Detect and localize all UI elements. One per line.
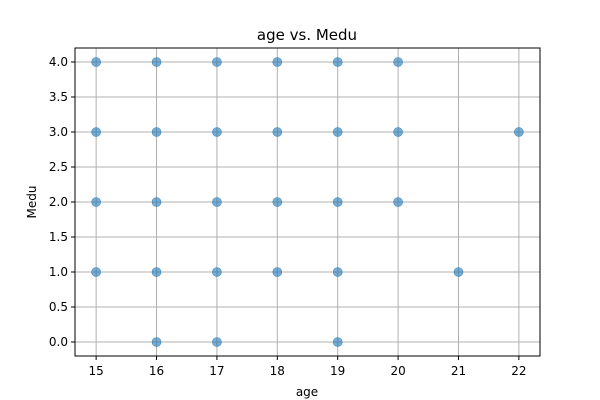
chart-title: age vs. Medu [257,26,357,44]
x-tick-label: 19 [330,364,345,378]
data-point [212,197,222,207]
data-point [272,197,283,207]
grid [75,48,540,356]
data-point [272,127,283,137]
data-point [212,57,222,67]
y-tick-label: 3.0 [49,125,68,139]
data-point [272,267,283,277]
y-axis-ticks: 0.0 0.5 1.0 1.5 2.0 2.5 3.0 3.5 4.0 [49,55,75,349]
y-tick-label: 0.0 [49,335,68,349]
data-point [272,57,283,67]
data-point [151,197,162,207]
data-point [91,267,101,277]
x-tick-label: 21 [451,364,466,378]
data-point [332,337,343,347]
data-point [91,57,101,67]
data-point [393,127,403,137]
data-point [514,127,524,137]
data-point [91,127,101,137]
data-point [151,57,162,67]
data-point [332,57,343,67]
data-point [332,127,343,137]
data-point [151,267,162,277]
data-point [151,337,162,347]
y-tick-label: 3.5 [49,90,68,104]
data-point [332,197,343,207]
y-axis-label: Medu [25,186,39,219]
data-point [393,57,403,67]
y-tick-label: 2.0 [49,195,68,209]
x-tick-label: 20 [390,364,405,378]
data-points [91,57,524,347]
y-tick-label: 1.0 [49,265,68,279]
data-point [151,127,162,137]
x-tick-label: 16 [149,364,164,378]
y-tick-label: 4.0 [49,55,68,69]
x-tick-label: 22 [511,364,526,378]
x-tick-label: 18 [270,364,285,378]
data-point [91,197,101,207]
data-point [453,267,464,277]
data-point [212,337,222,347]
data-point [393,197,403,207]
x-axis-label: age [296,385,318,399]
x-tick-label: 15 [88,364,103,378]
data-point [212,267,222,277]
data-point [212,127,222,137]
data-point [332,267,343,277]
x-axis-ticks: 15 16 17 18 19 20 21 22 [88,356,527,378]
y-tick-label: 1.5 [49,230,68,244]
y-tick-label: 0.5 [49,300,68,314]
y-tick-label: 2.5 [49,160,68,174]
x-tick-label: 17 [209,364,224,378]
